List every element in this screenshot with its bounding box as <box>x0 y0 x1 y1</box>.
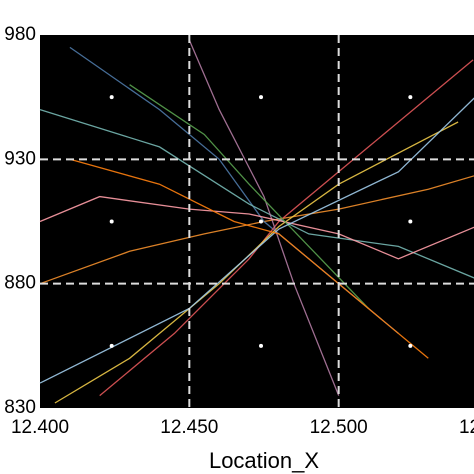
y-tick-label: 880 <box>4 273 36 294</box>
marker <box>408 343 413 348</box>
x-axis-label: Location_X <box>209 448 319 473</box>
x-tick-label: 12.550 <box>459 417 474 438</box>
marker <box>408 219 413 224</box>
marker <box>259 343 264 348</box>
trajectory <box>69 158 429 359</box>
x-tick-label: 12.400 <box>11 417 69 438</box>
y-tick-label: 830 <box>4 397 36 418</box>
marker <box>109 343 114 348</box>
x-tick-label: 12.500 <box>310 417 368 438</box>
marker <box>259 95 264 100</box>
trajectory <box>129 84 369 309</box>
marker <box>109 219 114 224</box>
marker <box>408 95 413 100</box>
marker <box>109 95 114 100</box>
trajectory <box>188 39 340 396</box>
y-tick-label: 930 <box>4 148 36 169</box>
x-tick-label: 12.450 <box>160 417 218 438</box>
trajectory <box>39 195 474 260</box>
marker <box>259 219 264 224</box>
trajectory <box>39 97 474 384</box>
y-tick-label: 980 <box>4 24 36 45</box>
